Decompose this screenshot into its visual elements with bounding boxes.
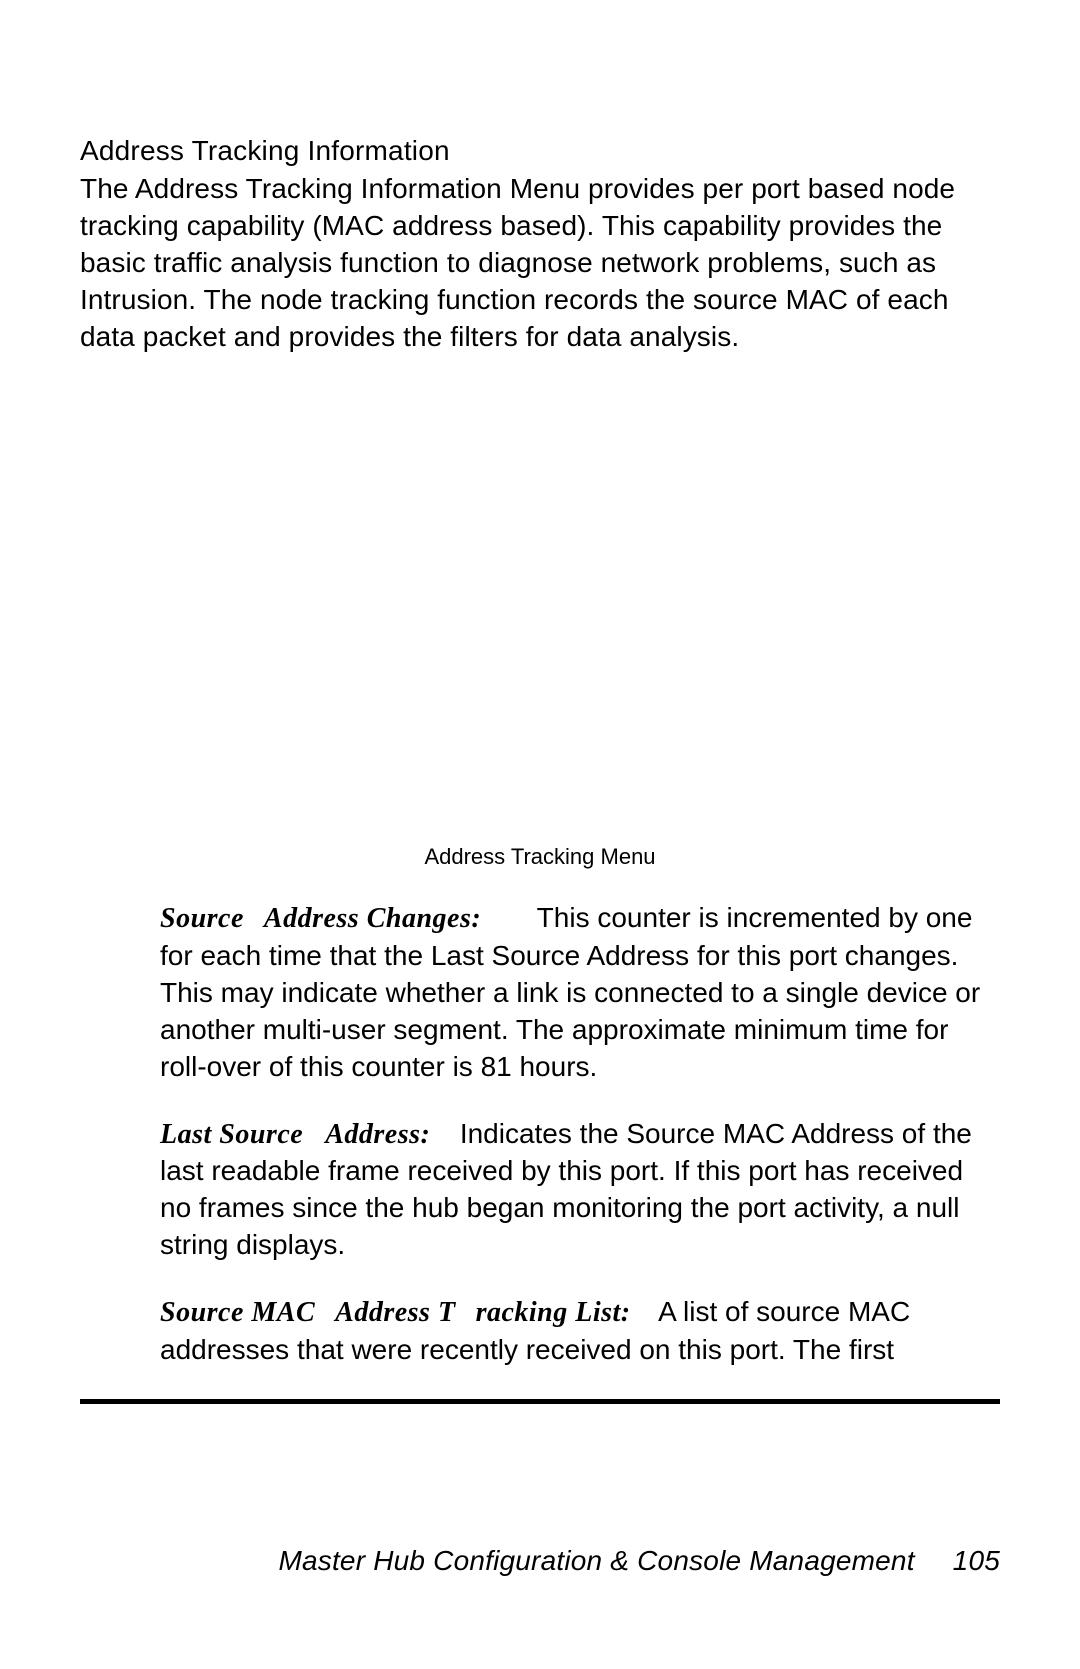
term-part: racking List: [476, 1297, 631, 1328]
definition-last-source-address: Last SourceAddress: Indicates the Source… [160, 1116, 990, 1265]
term-part: Source [160, 903, 244, 934]
intro-paragraph: The Address Tracking Information Menu pr… [80, 171, 1000, 356]
term-source-mac-tracking-list: Source MAC Address T racking List: [160, 1297, 638, 1328]
definition-source-address-changes: SourceAddress Changes: This counter is i… [160, 900, 990, 1086]
page-footer: Master Hub Configuration & Console Manag… [278, 1545, 1000, 1577]
definition-source-mac-tracking-list: Source MACAddress Tracking List: A list … [160, 1294, 990, 1369]
term-part: Source MAC [160, 1297, 315, 1328]
content-rule [80, 1399, 1000, 1404]
definitions-block: SourceAddress Changes: This counter is i… [160, 900, 990, 1369]
figure-caption: Address Tracking Menu [80, 844, 1000, 870]
term-part: Last Source [160, 1119, 303, 1150]
footer-title: Master Hub Configuration & Console Manag… [278, 1545, 914, 1576]
term-part: Address Changes: [264, 903, 481, 934]
term-last-source-address: Last Source Address: [160, 1119, 438, 1150]
footer-page-number: 105 [953, 1545, 1000, 1576]
term-part: Address T [335, 1297, 455, 1328]
page: Address Tracking Information The Address… [0, 0, 1080, 1669]
term-source-address-changes: Source Address Changes: [160, 903, 489, 934]
term-part: Address: [325, 1119, 430, 1150]
section-heading: Address Tracking Information [80, 135, 1000, 167]
